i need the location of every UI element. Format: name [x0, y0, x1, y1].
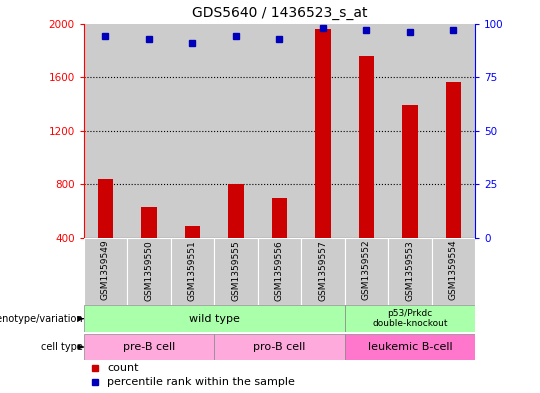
Text: percentile rank within the sample: percentile rank within the sample: [107, 377, 295, 387]
Text: GSM1359555: GSM1359555: [232, 240, 240, 301]
Bar: [402, 105, 417, 238]
Text: GSM1359549: GSM1359549: [101, 240, 110, 300]
Bar: [171, 24, 214, 238]
Bar: [388, 24, 431, 238]
Bar: [446, 83, 461, 238]
Text: GSM1359554: GSM1359554: [449, 240, 458, 300]
Text: cell type: cell type: [41, 342, 83, 352]
Text: genotype/variation: genotype/variation: [0, 314, 83, 324]
Bar: [315, 29, 330, 238]
Bar: [84, 24, 127, 238]
Bar: [214, 238, 258, 305]
Bar: [127, 24, 171, 238]
Bar: [301, 24, 345, 238]
Bar: [345, 238, 388, 305]
Bar: [84, 334, 214, 360]
Bar: [98, 179, 113, 238]
Bar: [214, 24, 258, 238]
Text: GSM1359550: GSM1359550: [145, 240, 153, 301]
Bar: [185, 226, 200, 238]
Bar: [84, 238, 127, 305]
Text: count: count: [107, 364, 139, 373]
Bar: [359, 56, 374, 238]
Bar: [345, 305, 475, 332]
Text: p53/Prkdc
double-knockout: p53/Prkdc double-knockout: [372, 309, 448, 329]
Bar: [272, 198, 287, 238]
Bar: [431, 238, 475, 305]
Text: GSM1359556: GSM1359556: [275, 240, 284, 301]
Bar: [171, 238, 214, 305]
Bar: [345, 334, 475, 360]
Bar: [258, 238, 301, 305]
Bar: [345, 24, 388, 238]
Text: pro-B cell: pro-B cell: [253, 342, 306, 352]
Text: GSM1359552: GSM1359552: [362, 240, 371, 300]
Text: GSM1359557: GSM1359557: [319, 240, 327, 301]
Bar: [388, 238, 431, 305]
Text: GSM1359553: GSM1359553: [406, 240, 415, 301]
Title: GDS5640 / 1436523_s_at: GDS5640 / 1436523_s_at: [192, 6, 367, 20]
Bar: [141, 207, 157, 238]
Bar: [84, 305, 345, 332]
Bar: [258, 24, 301, 238]
Text: wild type: wild type: [189, 314, 240, 324]
Text: pre-B cell: pre-B cell: [123, 342, 175, 352]
Text: leukemic B-cell: leukemic B-cell: [368, 342, 453, 352]
Bar: [214, 334, 345, 360]
Bar: [301, 238, 345, 305]
Bar: [228, 184, 244, 238]
Bar: [431, 24, 475, 238]
Text: GSM1359551: GSM1359551: [188, 240, 197, 301]
Bar: [127, 238, 171, 305]
